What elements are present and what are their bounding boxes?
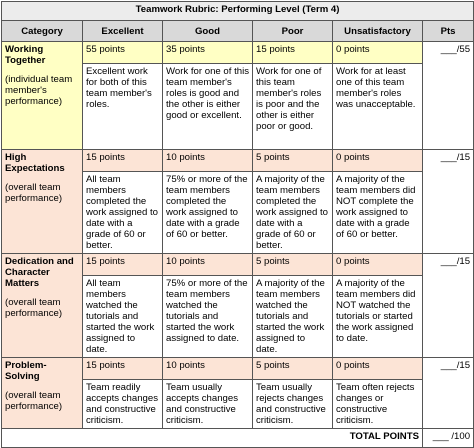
points-cell: 15 points — [82, 253, 163, 276]
description-cell: 75% or more of the team members complete… — [162, 171, 253, 254]
pts-cell: ___/15 — [421, 149, 474, 254]
description-cell: Team readily accepts changes and constru… — [82, 379, 163, 429]
pts-cell: ___/15 — [421, 357, 474, 429]
points-cell: 15 points — [82, 149, 163, 172]
points-cell: 10 points — [162, 253, 253, 276]
category-note: (overall team performance) — [5, 182, 63, 204]
total-label: TOTAL POINTS — [1, 428, 423, 448]
points-row: Working Together (individual team member'… — [1, 41, 474, 150]
points-cell: 0 points — [332, 253, 423, 276]
points-cell: 10 points — [162, 357, 253, 380]
total-value: ___ /100 — [421, 428, 474, 448]
points-cell: 5 points — [252, 253, 333, 276]
points-cell: 0 points — [332, 357, 423, 380]
description-cell: Work for at least one of this team membe… — [332, 63, 423, 150]
points-cell: 15 points — [252, 41, 333, 64]
points-cell: 0 points — [332, 149, 423, 172]
category-note: (individual team member's performance) — [5, 74, 73, 107]
category-cell: Problem-Solving (overall team performance… — [1, 357, 83, 429]
pts-cell: ___/15 — [421, 253, 474, 358]
description-cell: Team usually accepts changes and constru… — [162, 379, 253, 429]
category-note: (overall team performance) — [5, 390, 63, 412]
category-title: Dedication and Character Matters — [5, 256, 74, 289]
header-cell: Pts — [421, 20, 474, 42]
description-row: All team members watched the tutorials a… — [2, 275, 474, 358]
points-cell: 55 points — [82, 41, 163, 64]
description-cell: A majority of the team members watched t… — [252, 275, 333, 358]
header-cell: Unsatisfactory — [332, 20, 423, 42]
description-cell: Work for one of this team member's roles… — [162, 63, 253, 150]
points-cell: 10 points — [162, 149, 253, 172]
points-cell: 0 points — [332, 41, 423, 64]
points-cell: 15 points — [82, 357, 163, 380]
description-cell: A majority of the team members did NOT c… — [332, 171, 423, 254]
description-cell: Team usually rejects changes and constru… — [252, 379, 333, 429]
category-cell: Working Together (individual team member'… — [1, 41, 83, 150]
header-cell: Excellent — [82, 20, 163, 42]
header-row: Category Excellent Good Poor Unsatisfactory P… — [1, 20, 474, 42]
header-cell: Category — [1, 20, 83, 42]
category-title: High Expectations — [5, 152, 65, 174]
points-row: Problem-Solving (overall team performance… — [1, 357, 474, 429]
title: Teamwork Rubric: Performing Level (Term … — [0, 1, 474, 21]
description-cell: All team members completed the work assi… — [82, 171, 163, 254]
points-cell: 35 points — [162, 41, 253, 64]
header-cell: Poor — [252, 20, 333, 42]
category-note: (overall team performance) — [5, 297, 63, 319]
header-cell: Good — [162, 20, 253, 42]
category-title: Working Together — [5, 44, 46, 66]
points-row: High Expectations (overall team performan… — [1, 149, 474, 254]
description-cell: A majority of the team members did NOT w… — [332, 275, 423, 358]
points-cell: 5 points — [252, 357, 333, 380]
category-title: Problem-Solving — [5, 360, 47, 382]
description-cell: A majority of the team members completed… — [252, 171, 333, 254]
description-cell: Team often rejects changes or constructi… — [332, 379, 423, 429]
description-cell: All team members watched the tutorials a… — [82, 275, 163, 358]
category-cell: Dedication and Character Matters (overall… — [1, 253, 83, 358]
category-cell: High Expectations (overall team performan… — [1, 149, 83, 254]
title-row: Teamwork Rubric: Performing Level (Term … — [0, 1, 474, 21]
points-cell: 5 points — [252, 149, 333, 172]
description-cell: Work for one of this team member's roles… — [252, 63, 333, 150]
description-cell: Excellent work for both of this team mem… — [82, 63, 163, 150]
description-cell: 75% or more of the team members watched … — [162, 275, 253, 358]
description-row: All team members completed the work assi… — [2, 171, 474, 254]
pts-cell: ___/55 — [421, 41, 474, 150]
total-row: TOTAL POINTS ___ /100 — [1, 428, 474, 448]
points-row: Dedication and Character Matters (overall… — [1, 253, 474, 358]
description-row: Team readily accepts changes and constru… — [2, 379, 474, 429]
